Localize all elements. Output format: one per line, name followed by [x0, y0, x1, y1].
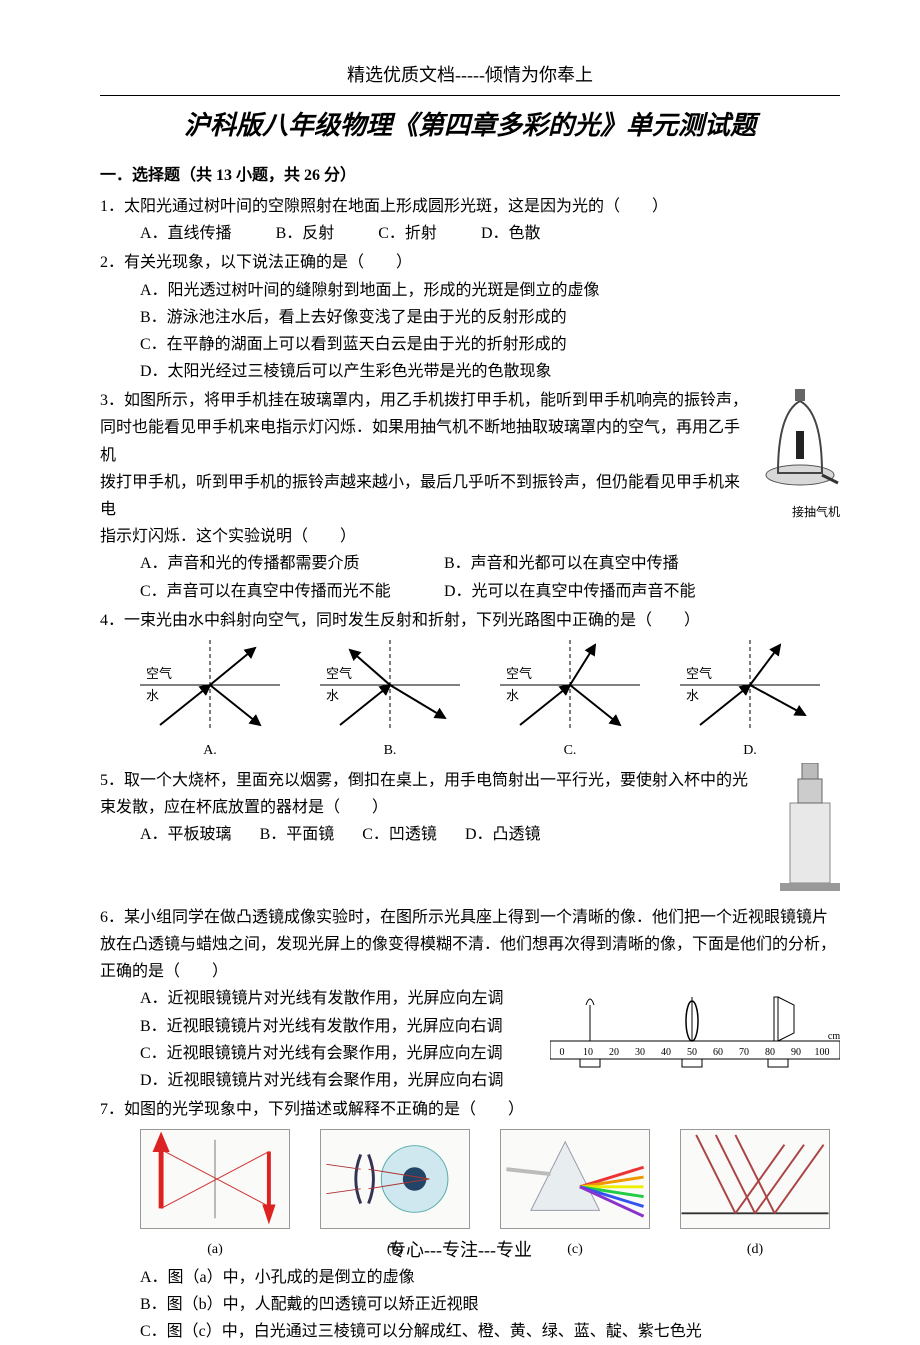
q5-line1: 5．取一个大烧杯，里面充以烟雾，倒扣在桌上，用手电筒射出一平行光，要使射入杯中的…	[100, 767, 840, 794]
q4-fig-c: 空气 水 C.	[500, 640, 640, 763]
q4-stem: 4．一束光由水中斜射向空气，同时发生反射和折射，下列光路图中正确的是（ ）	[100, 607, 840, 634]
q4-diagrams: 空气 水 A. 空气 水 B. 空气	[100, 634, 840, 765]
svg-text:水: 水	[506, 688, 519, 703]
svg-text:100: 100	[815, 1047, 830, 1058]
svg-text:水: 水	[146, 688, 159, 703]
question-6: 6．某小组同学在做凸透镜成像实验时，在图所示光具座上得到一个清晰的像．他们把一个…	[100, 904, 840, 1094]
q3-opt-a: A．声音和光的传播都需要介质	[140, 550, 440, 577]
q7-stem: 7．如图的光学现象中，下列描述或解释不正确的是（ ）	[100, 1096, 840, 1123]
q3-opts-row1: A．声音和光的传播都需要介质 B．声音和光都可以在真空中传播	[100, 550, 840, 577]
q3-line1: 3．如图所示，将甲手机挂在玻璃罩内，用乙手机拨打甲手机，能听到甲手机响亮的振铃声…	[100, 387, 840, 414]
svg-text:0: 0	[560, 1047, 565, 1058]
q3-line3: 拨打甲手机，听到甲手机的振铃声越来越小，最后几乎听不到振铃声，但仍能看见甲手机来…	[100, 469, 840, 523]
header-note: 精选优质文档-----倾情为你奉上	[100, 60, 840, 91]
question-1: 1．太阳光通过树叶间的空隙照射在地面上形成圆形光斑，这是因为光的（ ） A．直线…	[100, 193, 840, 247]
question-3: 接抽气机 3．如图所示，将甲手机挂在玻璃罩内，用乙手机拨打甲手机，能听到甲手机响…	[100, 387, 840, 605]
svg-text:水: 水	[686, 688, 699, 703]
q5-options: A．平板玻璃 B．平面镜 C．凹透镜 D．凸透镜	[100, 821, 840, 848]
q3-line4: 指示灯闪烁．这个实验说明（ ）	[100, 523, 840, 550]
svg-text:50: 50	[687, 1047, 697, 1058]
svg-text:20: 20	[609, 1047, 619, 1058]
q3-opt-d: D．光可以在真空中传播而声音不能	[444, 583, 696, 600]
q5-opt-d: D．凸透镜	[465, 821, 541, 848]
q2-opt-c: C．在平静的湖面上可以看到蓝天白云是由于光的折射形成的	[100, 331, 840, 358]
q4-label-b: B.	[320, 739, 460, 763]
q1-options: A．直线传播 B．反射 C．折射 D．色散	[100, 220, 840, 247]
q6-line1: 6．某小组同学在做凸透镜成像实验时，在图所示光具座上得到一个清晰的像．他们把一个…	[100, 904, 840, 931]
q4-fig-d: 空气 水 D.	[680, 640, 820, 763]
q2-opt-d: D．太阳光经过三棱镜后可以产生彩色光带是光的色散现象	[100, 358, 840, 385]
q3-line2: 同时也能看见甲手机来电指示灯闪烁．如果用抽气机不断地抽取玻璃罩内的空气，再用乙手…	[100, 414, 840, 468]
q3-figure-label: 接抽气机	[760, 502, 840, 522]
q1-opt-b: B．反射	[276, 220, 335, 247]
svg-text:水: 水	[326, 688, 339, 703]
q1-opt-c: C．折射	[378, 220, 437, 247]
q4-fig-b: 空气 水 B.	[320, 640, 460, 763]
question-4: 4．一束光由水中斜射向空气，同时发生反射和折射，下列光路图中正确的是（ ） 空气…	[100, 607, 840, 765]
svg-text:40: 40	[661, 1047, 671, 1058]
q3-opt-c: C．声音可以在真空中传播而光不能	[140, 578, 440, 605]
q6-line2: 放在凸透镜与蜡烛之间，发现光屏上的像变得模糊不清．他们想再次得到清晰的像，下面是…	[100, 931, 840, 958]
q3-opt-b: B．声音和光都可以在真空中传播	[444, 555, 679, 572]
q7-opt-a: A．图（a）中，小孔成的是倒立的虚像	[100, 1264, 840, 1291]
q3-figure: 接抽气机	[760, 383, 840, 523]
q4-label-a: A.	[140, 739, 280, 763]
q1-stem: 1．太阳光通过树叶间的空隙照射在地面上形成圆形光斑，这是因为光的（ ）	[100, 193, 840, 220]
svg-text:10: 10	[583, 1047, 593, 1058]
svg-text:空气: 空气	[686, 666, 712, 681]
q5-line2: 束发散，应在杯底放置的器材是（ ）	[100, 794, 840, 821]
svg-text:空气: 空气	[326, 666, 352, 681]
q4-label-c: C.	[500, 739, 640, 763]
svg-text:cm: cm	[828, 1031, 840, 1042]
svg-text:空气: 空气	[506, 666, 532, 681]
q4-label-d: D.	[680, 739, 820, 763]
svg-text:70: 70	[739, 1047, 749, 1058]
q1-opt-d: D．色散	[481, 220, 541, 247]
svg-text:60: 60	[713, 1047, 723, 1058]
q2-opt-b: B．游泳池注水后，看上去好像变浅了是由于光的反射形成的	[100, 304, 840, 331]
svg-text:80: 80	[765, 1047, 775, 1058]
q5-figure	[780, 763, 840, 902]
q4-fig-a: 空气 水 A.	[140, 640, 280, 763]
question-2: 2．有关光现象，以下说法正确的是（ ） A．阳光透过树叶间的缝隙射到地面上，形成…	[100, 249, 840, 385]
q5-opt-c: C．凹透镜	[362, 821, 437, 848]
page-footer: 专心---专注---专业	[0, 1235, 920, 1266]
q3-opts-row2: C．声音可以在真空中传播而光不能 D．光可以在真空中传播而声音不能	[100, 578, 840, 605]
q6-figure: 0 10 20 30 40 50 60 70 80 90 100 cm	[550, 987, 840, 1080]
q6-line3: 正确的是（ ）	[100, 958, 840, 985]
question-5: 5．取一个大烧杯，里面充以烟雾，倒扣在桌上，用手电筒射出一平行光，要使射入杯中的…	[100, 767, 840, 902]
section-heading: 一．选择题（共 13 小题，共 26 分）	[100, 162, 840, 189]
page-title: 沪科版八年级物理《第四章多彩的光》单元测试题	[100, 104, 840, 148]
q7-opt-c: C．图（c）中，白光通过三棱镜可以分解成红、橙、黄、绿、蓝、靛、紫七色光	[100, 1318, 840, 1345]
header-rule	[100, 95, 840, 96]
question-7: 7．如图的光学现象中，下列描述或解释不正确的是（ ） (a)	[100, 1096, 840, 1345]
q5-opt-a: A．平板玻璃	[140, 821, 232, 848]
svg-text:空气: 空气	[146, 666, 172, 681]
svg-text:30: 30	[635, 1047, 645, 1058]
q7-opt-b: B．图（b）中，人配戴的凹透镜可以矫正近视眼	[100, 1291, 840, 1318]
q5-opt-b: B．平面镜	[260, 821, 335, 848]
q1-opt-a: A．直线传播	[140, 220, 232, 247]
svg-text:90: 90	[791, 1047, 801, 1058]
q2-opt-a: A．阳光透过树叶间的缝隙射到地面上，形成的光斑是倒立的虚像	[100, 277, 840, 304]
q2-stem: 2．有关光现象，以下说法正确的是（ ）	[100, 249, 840, 276]
